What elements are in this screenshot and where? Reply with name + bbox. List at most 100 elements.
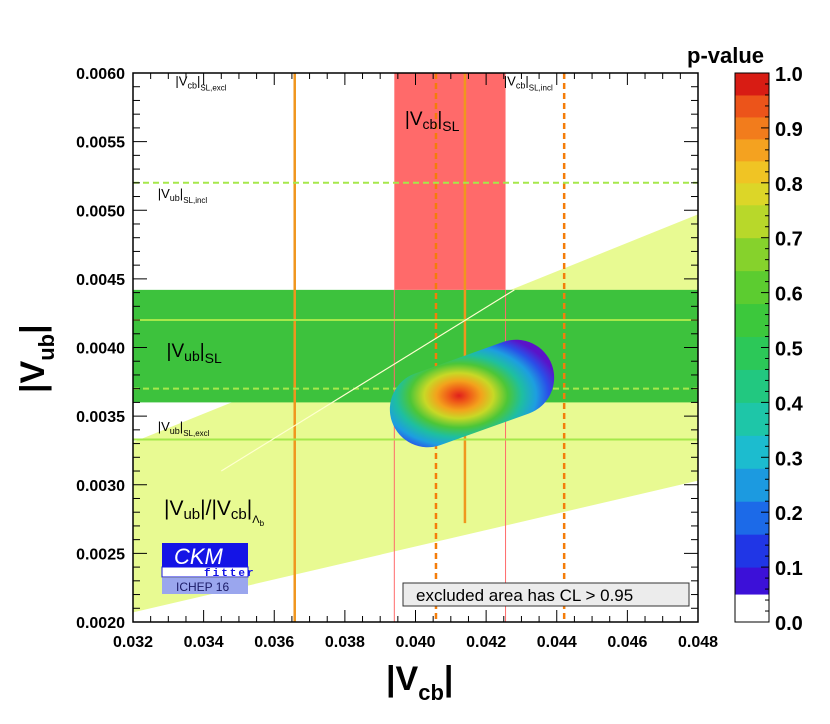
logo-fitter-box	[161, 566, 249, 578]
colorbar-tick-label: 0.6	[775, 284, 803, 306]
constraint-labels: |Vcb|SL,excl |Vcb|SL,incl |Vcb|SL |Vub|SL,i…	[158, 73, 553, 438]
x-axis: 0.032 0.034 0.036 0.038 0.040 0.042 0.044 0.046…	[113, 73, 718, 651]
colorbar-segment	[735, 545, 769, 557]
x-tick-label: 0.044	[537, 634, 577, 651]
colorbar-segment	[735, 347, 769, 359]
colorbar-segment	[735, 446, 769, 458]
colorbar-segment	[735, 585, 769, 596]
colorbar-segment	[735, 175, 769, 184]
x-tick-label: 0.048	[678, 634, 718, 651]
label-Vub-SL: |Vub|SL	[167, 341, 222, 366]
colorbar-segment	[735, 124, 769, 133]
colorbar-segment	[735, 468, 769, 480]
colorbar-segment	[735, 402, 769, 414]
colorbar-segment	[735, 73, 769, 81]
colorbar-segment	[735, 391, 769, 403]
colorbar-segment	[735, 380, 769, 392]
colorbar-tick-label: 0.2	[775, 503, 803, 525]
colorbar-segment	[735, 512, 769, 524]
label-Vub-SL-excl: |Vub|SL,excl	[158, 419, 210, 438]
colorbar-segment	[735, 168, 769, 176]
colorbar-segment	[735, 292, 769, 305]
y-tick-label: 0.0035	[76, 409, 125, 426]
colorbar-segment	[735, 138, 769, 147]
colorbar-segment	[735, 435, 769, 447]
label-Vub-SL-incl: |Vub|SL,incl	[158, 186, 208, 205]
colorbar-segment	[735, 146, 769, 155]
legend-text: excluded area has CL > 0.95	[416, 586, 633, 605]
y-axis: 0.0020 0.0025 0.0030 0.0035 0.0040 0.0045 0.00…	[76, 66, 698, 632]
y-tick-label: 0.0045	[76, 272, 125, 289]
logo-ckm-text: CKM	[174, 544, 224, 569]
plot-area	[133, 73, 698, 622]
x-axis-label: |Vcb|	[386, 660, 453, 705]
colorbar-segment	[735, 197, 769, 206]
x-tick-label: 0.032	[113, 634, 153, 651]
x-tick-label: 0.038	[325, 634, 365, 651]
colorbar-segment	[735, 336, 769, 348]
colorbar-segment	[735, 259, 769, 272]
colorbar-segment	[735, 534, 769, 546]
colorbar-segment	[735, 190, 769, 198]
colorbar-segment	[735, 457, 769, 469]
label-Vcb-SL-incl: |Vcb|SL,incl	[504, 73, 553, 92]
colorbar-segment	[735, 182, 769, 191]
colorbar-segment	[735, 87, 769, 96]
colorbar-segment	[735, 314, 769, 327]
colorbar-tick-label: 0.7	[775, 229, 803, 251]
colorbar: 0.0 0.1 0.2 0.3 0.4 0.5 0.6 0.7 0.8 0.9 1.0	[734, 64, 804, 635]
x-tick-label: 0.040	[395, 634, 435, 651]
colorbar-segment	[735, 567, 769, 577]
Vcb-SL-band	[394, 73, 506, 290]
y-axis-label: |Vub|	[14, 324, 59, 393]
y-tick-label: 0.0025	[76, 546, 125, 563]
fit-region-contour	[389, 339, 555, 448]
colorbar-segment	[735, 204, 769, 217]
colorbar-segment	[735, 576, 769, 586]
colorbar-tick-label: 0.1	[775, 558, 803, 580]
colorbar-tick-label: 1.0	[775, 64, 803, 86]
colorbar-segment	[735, 116, 769, 125]
y-tick-label: 0.0060	[76, 66, 125, 83]
colorbar-segment	[735, 215, 769, 228]
colorbar-segment-excluded	[735, 594, 769, 622]
colorbar-segment	[735, 160, 769, 169]
colorbar-segment	[735, 479, 769, 491]
constraint-lines	[133, 73, 698, 622]
colorbar-segment	[735, 102, 769, 111]
label-Vcb-SL-excl: |Vcb|SL,excl	[175, 73, 226, 92]
y-tick-label: 0.0030	[76, 478, 125, 495]
colorbar-segment	[735, 325, 769, 338]
colorbar-tick-label: 0.4	[775, 393, 804, 415]
logo-ckm-box	[162, 543, 248, 567]
colorbar-segment	[735, 490, 769, 502]
colorbar-segment	[735, 501, 769, 513]
x-tick-label: 0.034	[184, 634, 224, 651]
colorbar-segment	[735, 281, 769, 294]
logo-conf-text: ICHEP 16	[176, 580, 229, 594]
colorbar-segment	[735, 413, 769, 425]
colorbar-segment	[735, 131, 769, 140]
legend-box: excluded area has CL > 0.95	[402, 582, 690, 607]
colorbar-segment	[735, 270, 769, 283]
colorbar-segment	[735, 369, 769, 381]
colorbar-segment	[735, 109, 769, 118]
ratio-center-line	[220, 289, 515, 472]
colorbar-tick-label: 0.0	[775, 613, 803, 635]
colorbar-title: p-value	[687, 43, 764, 68]
colorbar-segment	[735, 556, 769, 568]
y-tick-label: 0.0040	[76, 341, 125, 358]
colorbar-segment	[735, 226, 769, 239]
colorbar-segment	[735, 94, 769, 103]
colorbar-segment	[735, 424, 769, 436]
colorbar-tick-label: 0.5	[775, 339, 803, 361]
logo-fitter-text: fitter	[204, 568, 256, 580]
legend-box-frame	[402, 582, 690, 607]
colorbar-segment	[735, 153, 769, 162]
colorbar-segment	[735, 80, 769, 89]
colorbar-tick-label: 0.3	[775, 448, 803, 470]
colorbar-segment	[735, 358, 769, 370]
logo-conf-box	[162, 578, 248, 594]
label-Vub-over-Vcb-Lambda-b: |Vub|/|Vcb|Λb	[164, 497, 265, 528]
